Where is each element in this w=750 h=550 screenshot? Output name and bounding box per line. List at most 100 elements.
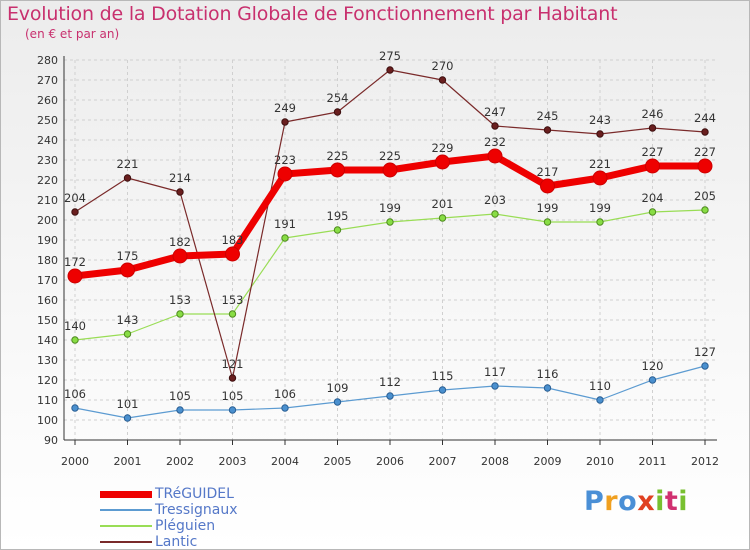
y-tick-label: 190: [37, 234, 58, 247]
data-label-lantic: 254: [327, 91, 349, 105]
data-label-lantic: 244: [694, 111, 716, 125]
data-point-lantic: [701, 128, 709, 136]
chart-title: Evolution de la Dotation Globale de Fonc…: [7, 3, 618, 25]
data-label-pleguien: 143: [117, 313, 139, 327]
y-tick-label: 230: [37, 154, 58, 167]
data-point-lantic: [386, 66, 394, 74]
x-tick-label: 2002: [166, 455, 194, 468]
data-point-lantic: [71, 208, 79, 216]
data-label-pleguien: 153: [169, 293, 191, 307]
legend-swatch-treguidel: [100, 490, 152, 498]
data-label-tressignaux: 120: [642, 359, 664, 373]
data-label-lantic: 243: [589, 113, 611, 127]
data-point-treguidel: [540, 178, 555, 194]
x-tick-label: 2000: [61, 455, 89, 468]
data-point-treguidel: [697, 158, 713, 174]
data-label-pleguien: 205: [694, 189, 716, 203]
data-label-treguidel: 172: [64, 255, 86, 269]
data-point-lantic: [281, 118, 289, 126]
data-label-tressignaux: 127: [694, 345, 716, 359]
data-label-tressignaux: 117: [484, 365, 506, 379]
data-label-tressignaux: 116: [537, 367, 559, 381]
data-label-lantic: 247: [484, 105, 506, 119]
logo-letter: r: [604, 486, 619, 517]
data-point-tressignaux: [648, 376, 657, 384]
data-label-pleguien: 203: [484, 193, 506, 207]
data-point-treguidel: [330, 162, 345, 178]
x-tick-label: 2009: [534, 455, 562, 468]
data-label-pleguien: 140: [64, 319, 86, 333]
data-point-tressignaux: [123, 414, 132, 422]
data-point-lantic: [228, 374, 237, 382]
x-tick-label: 2001: [114, 455, 142, 468]
data-label-pleguien: 204: [642, 191, 664, 205]
data-point-treguidel: [277, 166, 293, 182]
data-point-lantic: [596, 130, 604, 138]
data-label-tressignaux: 109: [327, 381, 349, 395]
data-label-pleguien: 153: [222, 293, 244, 307]
data-label-lantic: 245: [537, 109, 559, 123]
data-point-pleguien: [701, 206, 709, 214]
data-point-pleguien: [648, 208, 657, 216]
data-point-pleguien: [176, 310, 184, 318]
logo-letter: i: [678, 486, 689, 517]
data-label-pleguien: 199: [589, 201, 611, 215]
data-label-treguidel: 217: [537, 165, 559, 179]
series-pleguien: [71, 206, 709, 344]
data-point-pleguien: [123, 330, 132, 338]
data-label-lantic: 121: [222, 357, 244, 371]
logo-letter: x: [637, 486, 656, 517]
data-label-tressignaux: 115: [432, 369, 454, 383]
logo-letter: t: [664, 486, 679, 517]
data-label-lantic: 249: [274, 101, 296, 115]
data-point-treguidel: [67, 268, 83, 284]
data-point-lantic: [176, 188, 184, 196]
data-point-tressignaux: [228, 406, 237, 414]
data-point-treguidel: [592, 170, 608, 186]
data-label-tressignaux: 106: [274, 387, 296, 401]
data-point-tressignaux: [281, 404, 289, 412]
x-tick-label: 2005: [324, 455, 352, 468]
y-tick-label: 270: [37, 74, 58, 87]
data-point-pleguien: [228, 310, 237, 318]
data-label-tressignaux: 112: [379, 375, 401, 389]
x-tick-label: 2004: [271, 455, 299, 468]
legend-swatch-pleguien: [100, 525, 152, 527]
data-point-treguidel: [120, 262, 135, 278]
data-point-tressignaux: [71, 404, 79, 412]
series-tressignaux: [71, 362, 709, 422]
data-point-lantic: [543, 126, 552, 134]
data-label-tressignaux: 101: [117, 397, 139, 411]
data-label-tressignaux: 110: [589, 379, 611, 393]
data-label-pleguien: 199: [537, 201, 559, 215]
x-tick-label: 2008: [481, 455, 509, 468]
data-label-lantic: 204: [64, 191, 86, 205]
data-label-pleguien: 201: [432, 197, 454, 211]
x-tick-label: 2011: [639, 455, 667, 468]
logo-letter: o: [618, 486, 638, 517]
data-label-tressignaux: 105: [222, 389, 244, 403]
data-label-treguidel: 183: [222, 233, 244, 247]
data-point-treguidel: [172, 248, 188, 264]
chart-subtitle: (en € et par an): [25, 27, 120, 41]
y-tick-label: 120: [37, 374, 58, 387]
data-label-treguidel: 225: [327, 149, 349, 163]
data-label-lantic: 221: [117, 157, 139, 171]
data-point-tressignaux: [386, 392, 394, 400]
data-point-lantic: [491, 122, 499, 130]
data-label-treguidel: 232: [484, 135, 506, 149]
data-point-pleguien: [491, 210, 499, 218]
data-point-tressignaux: [543, 384, 552, 392]
y-tick-label: 170: [37, 274, 58, 287]
data-label-pleguien: 199: [379, 201, 401, 215]
legend-label-tressignaux: Tressignaux: [155, 502, 238, 518]
y-tick-label: 210: [37, 194, 58, 207]
legend-label-pleguien: Pléguien: [155, 518, 216, 534]
data-point-pleguien: [281, 234, 289, 242]
data-point-treguidel: [225, 246, 240, 262]
data-point-tressignaux: [333, 398, 342, 406]
y-tick-label: 200: [37, 214, 58, 227]
legend-label-treguidel: TRéGUIDEL: [155, 486, 234, 502]
data-label-treguidel: 225: [379, 149, 401, 163]
